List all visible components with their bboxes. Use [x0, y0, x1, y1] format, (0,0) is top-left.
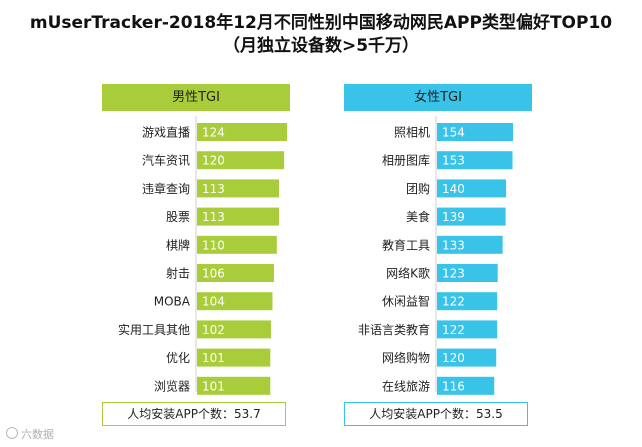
female-category-label: 美食 — [406, 209, 430, 224]
female-value-label: 122 — [442, 295, 465, 309]
female-value-label: 120 — [442, 351, 465, 365]
female-bar — [437, 151, 513, 170]
female-value-label: 153 — [442, 154, 465, 168]
male-value-label: 104 — [202, 295, 225, 309]
male-value-label: 113 — [202, 182, 225, 196]
female-value-label: 133 — [442, 238, 465, 252]
male-category-label: 棋牌 — [166, 238, 190, 252]
female-value-label: 139 — [442, 210, 465, 224]
male-tgi-header: 男性TGI — [102, 84, 290, 111]
male-avg-apps-box: 人均安装APP个数：53.7 — [102, 402, 286, 426]
female-tgi-header: 女性TGI — [344, 84, 532, 111]
female-category-label: 团购 — [406, 181, 430, 196]
male-value-label: 101 — [202, 351, 225, 365]
male-category-label: 实用工具其他 — [118, 322, 190, 337]
male-bar — [197, 264, 274, 282]
female-bar — [437, 207, 506, 226]
male-value-label: 102 — [202, 323, 225, 337]
female-category-label: 教育工具 — [382, 237, 430, 252]
watermark-text: 六数据 — [21, 428, 54, 441]
male-category-label: 游戏直播 — [142, 126, 190, 140]
female-avg-apps-box: 人均安装APP个数：53.5 — [344, 402, 528, 426]
male-value-label: 106 — [202, 267, 225, 281]
female-value-label: 154 — [442, 126, 465, 140]
female-category-label: 网络购物 — [382, 350, 430, 365]
male-category-label: 优化 — [166, 351, 190, 365]
watermark: 六数据 — [6, 426, 54, 442]
female-bar — [437, 376, 495, 395]
female-category-label: 相册图库 — [382, 153, 430, 168]
chart-subtitle: （月独立设备数>5千万） — [222, 36, 420, 56]
female-category-label: 在线旅游 — [382, 379, 430, 393]
male-value-label: 110 — [202, 238, 225, 252]
male-bar — [197, 151, 285, 170]
female-bar — [437, 264, 498, 282]
male-bar — [197, 292, 273, 311]
female-value-label: 140 — [442, 182, 465, 196]
watermark-logo-icon — [6, 427, 18, 439]
female-bar — [437, 292, 498, 311]
female-category-label: 非语言类教育 — [358, 322, 430, 337]
male-value-label: 101 — [202, 379, 225, 393]
female-category-label: 网络K歌 — [386, 266, 430, 281]
male-category-label: 汽车资讯 — [142, 153, 190, 168]
female-bar — [437, 123, 513, 141]
male-category-label: 浏览器 — [154, 378, 190, 393]
male-category-label: 射击 — [166, 266, 190, 281]
female-panel: 女性TGI — [344, 84, 532, 111]
male-category-label: 股票 — [166, 210, 190, 224]
male-category-label: 违章查询 — [142, 181, 190, 196]
female-bar — [437, 235, 503, 254]
male-category-label: MOBA — [154, 295, 191, 309]
female-value-label: 122 — [442, 323, 465, 337]
female-value-label: 116 — [442, 379, 465, 393]
male-bar — [197, 207, 280, 226]
male-value-label: 113 — [202, 210, 225, 224]
male-bar — [197, 123, 287, 141]
male-bar — [197, 320, 272, 339]
female-bar — [437, 179, 507, 198]
male-value-label: 124 — [202, 126, 225, 140]
male-panel: 男性TGI — [102, 84, 290, 111]
male-bar — [197, 376, 271, 395]
male-bar — [197, 235, 277, 254]
female-bar — [437, 348, 497, 367]
female-category-label: 休闲益智 — [382, 294, 430, 309]
female-value-label: 123 — [442, 267, 465, 281]
female-category-label: 照相机 — [394, 126, 430, 140]
female-bar — [437, 320, 498, 339]
chart-title: mUserTracker-2018年12月不同性别中国移动网民APP类型偏好TO… — [29, 13, 613, 33]
male-bar — [197, 179, 280, 198]
male-bar — [197, 348, 271, 367]
male-value-label: 120 — [202, 154, 225, 168]
